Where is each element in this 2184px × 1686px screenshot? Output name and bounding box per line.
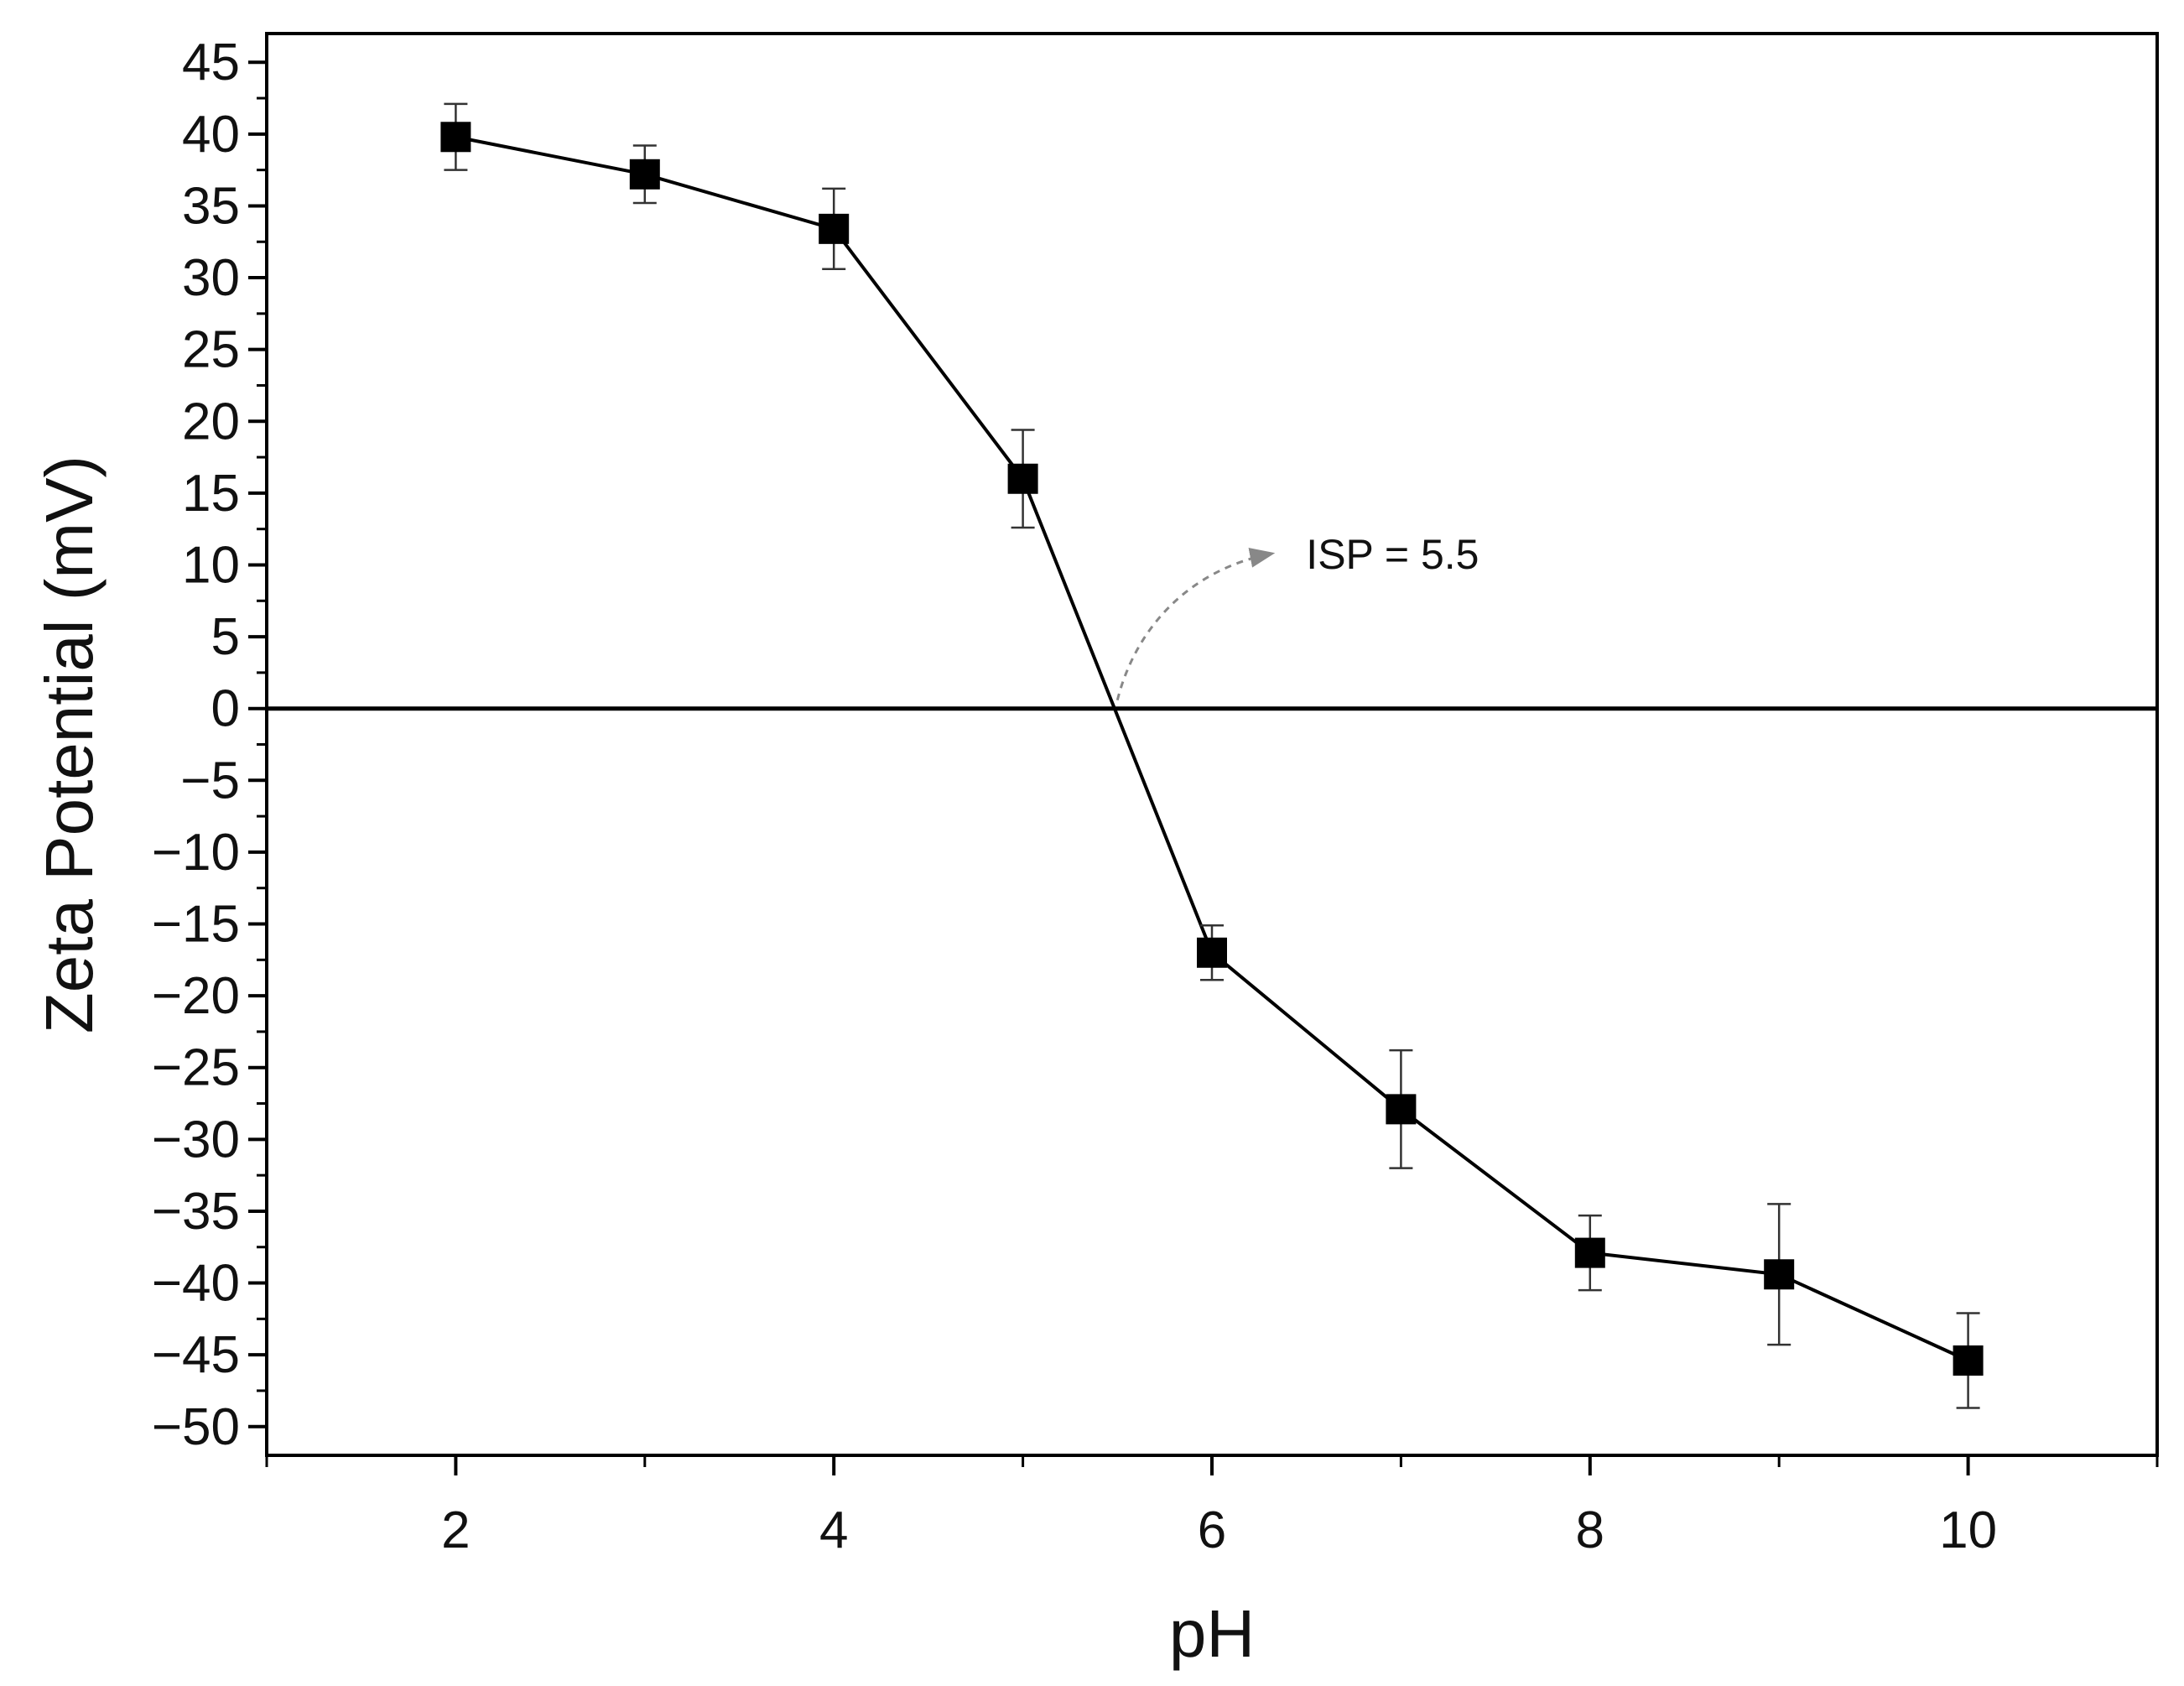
isp-arrow [1115, 548, 1276, 701]
data-point-marker [629, 159, 660, 190]
y-tick-label: 35 [182, 177, 240, 235]
y-tick-label: 45 [182, 34, 240, 91]
y-tick-label: −25 [152, 1039, 240, 1097]
data-point-marker [1764, 1259, 1795, 1290]
y-tick-label: −10 [152, 824, 240, 882]
y-tick-label: 0 [211, 680, 240, 738]
y-tick-label: 15 [182, 465, 240, 523]
data-point-marker [440, 122, 471, 153]
y-tick-label: 25 [182, 321, 240, 379]
y-tick-label: −20 [152, 967, 240, 1025]
y-tick-label: 20 [182, 393, 240, 450]
y-axis-title: Zeta Potential (mV) [32, 455, 107, 1033]
data-point-marker [1386, 1094, 1417, 1125]
x-tick-label: 4 [819, 1501, 848, 1559]
y-tick-label: −35 [152, 1183, 240, 1241]
data-point-marker [819, 213, 850, 244]
y-tick-label: 40 [182, 106, 240, 164]
y-tick-label: 5 [211, 608, 240, 666]
isp-annotation-label: ISP = 5.5 [1306, 531, 1479, 578]
y-tick-label: 10 [182, 536, 240, 594]
plot-frame [265, 32, 2159, 1457]
data-point-marker [1007, 463, 1038, 494]
data-point-marker [1574, 1237, 1605, 1268]
y-tick-label: −5 [180, 752, 240, 809]
x-tick-label: 6 [1198, 1501, 1226, 1559]
data-point-marker [1197, 937, 1227, 968]
x-tick-label: 8 [1576, 1501, 1604, 1559]
y-tick-label: −15 [152, 896, 240, 954]
y-tick-label: −30 [152, 1111, 240, 1168]
x-tick-label: 2 [441, 1501, 470, 1559]
data-point-marker [1953, 1345, 1984, 1376]
y-tick-label: −45 [152, 1326, 240, 1384]
y-tick-label: 30 [182, 249, 240, 307]
x-axis-title: pH [1169, 1596, 1255, 1671]
y-tick-label: −50 [152, 1398, 240, 1456]
y-tick-label: −40 [152, 1255, 240, 1313]
x-tick-label: 10 [1939, 1501, 1997, 1559]
series-line [455, 135, 1969, 1362]
